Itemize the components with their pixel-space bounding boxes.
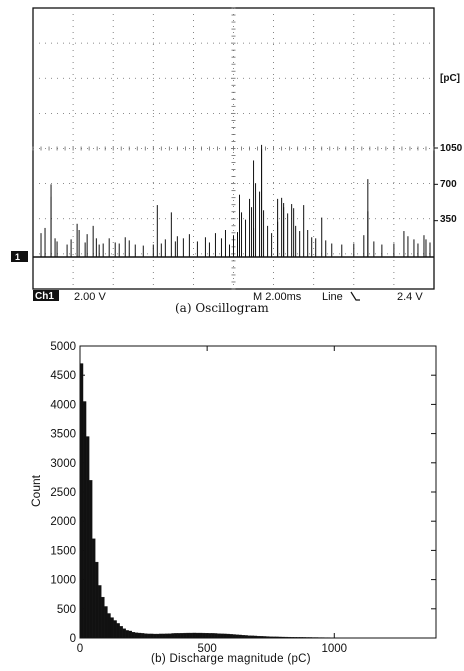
histogram-bar [201,632,206,639]
histogram-bar [119,626,123,639]
histogram-bars [79,363,371,639]
trigger-slope-icon [350,291,360,301]
y-tick-label: 1500 [50,545,76,557]
y-tick-label: 0 [70,633,76,645]
oscillogram-scale-label-1050: 1050 [440,143,463,154]
histogram-bar [192,632,197,639]
histogram-bar [116,623,120,639]
oscillogram-scale-label-700: 700 [440,179,457,190]
y-tick-label: 3000 [50,458,76,470]
histogram-bar [198,632,203,639]
histogram-bar [110,617,114,639]
histogram-bar [98,585,102,639]
histogram-bar [156,633,160,639]
histogram-bar [174,633,178,639]
status-volts-per-div: 2.00 V [74,291,106,303]
histogram-bar [159,633,163,639]
histogram-bar [150,633,154,639]
histogram-y-label: Count [29,474,43,507]
histogram-chart: 0500100015002000250030003500400045005000… [29,341,437,654]
status-trigger: Line [322,291,343,303]
histogram-bar [92,538,96,639]
histogram-bar [204,633,209,639]
y-tick-label: 1000 [50,575,76,587]
histogram-bar [125,630,129,639]
oscillogram: [pC] 1050 700 350 1 Ch1 2.00 V M 2.00ms … [11,7,463,303]
histogram-bar [223,633,227,639]
histogram-plot-frame [79,345,437,639]
histogram-x-axis: 0 500 1000 [77,346,347,654]
histogram-bar [180,633,184,639]
histogram-bar [85,436,90,639]
y-tick-label: 4500 [50,370,76,382]
histogram-bar [162,633,166,639]
y-tick-label: 3500 [50,429,76,441]
histogram-bar [140,633,145,639]
histogram-bar [214,633,218,639]
histogram-bar [104,606,108,639]
histogram-bar [122,628,126,639]
status-trigger-level: 2.4 V [397,291,423,303]
oscillogram-caption: (a) Oscillogram [175,301,269,315]
histogram-bar [101,596,105,639]
channel-ground-marker: 1 [11,251,28,262]
y-tick-label: 2500 [50,487,76,499]
scope-status-bar: Ch1 2.00 V M 2.00ms Line 2.4 V [33,290,423,303]
y-tick-label: 500 [57,604,76,616]
histogram-bar [146,633,151,639]
histogram-bar [95,561,99,639]
histogram-bar [229,634,233,639]
x-tick-label: 0 [77,643,83,654]
x-tick-label: 1000 [321,643,347,654]
histogram-bar [183,632,187,639]
oscillogram-grid [32,7,435,290]
y-tick-label: 2000 [50,516,76,528]
histogram-bar [232,634,236,639]
histogram-bar [168,633,172,639]
histogram-bar [177,633,181,639]
histogram-bar [171,633,175,639]
histogram-bar [128,630,133,639]
oscillogram-unit-label: [pC] [440,73,460,84]
status-channel: Ch1 [35,291,54,302]
histogram-bar [186,632,191,639]
histogram-bar [220,633,224,639]
histogram-bar [107,613,111,639]
histogram-bar [131,632,136,639]
histogram-y-axis: 0 500 1000 1500 2000 2500 3000 3500 4000 4500 5000 [50,341,436,645]
oscillogram-scale-label-350: 350 [440,214,457,225]
histogram-bar [195,632,200,639]
histogram-bar [226,633,230,639]
histogram-bar [137,632,142,639]
histogram-bar [217,633,221,639]
histogram-bar [143,633,148,639]
oscillogram-trace [33,144,438,258]
status-timebase: M 2.00ms [253,291,302,303]
y-tick-label: 4000 [50,399,76,411]
svg-text:1: 1 [15,252,20,262]
histogram-bar [134,632,139,639]
histogram-bar [189,632,194,639]
histogram-bar [153,633,157,639]
histogram-caption: (b) Discharge magnitude (pC) [151,653,311,665]
histogram-bar [211,633,215,639]
y-tick-label: 5000 [50,341,76,353]
histogram-bar [113,620,117,639]
histogram-bar [82,401,87,639]
histogram-bar [89,480,93,639]
histogram-bar [165,633,169,639]
x-tick-label: 500 [198,643,217,654]
histogram-bar [208,633,212,639]
